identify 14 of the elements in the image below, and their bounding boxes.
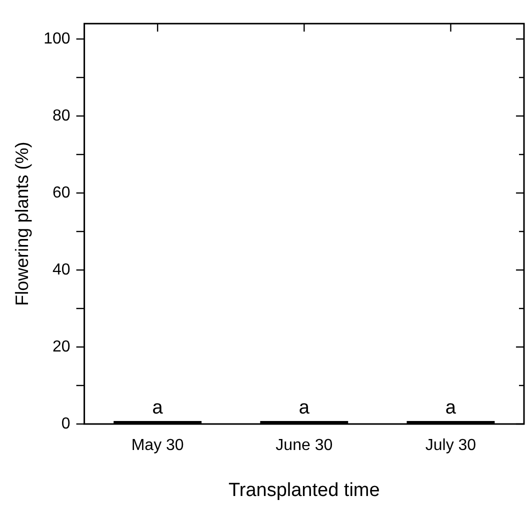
- x-tick-label: July 30: [425, 437, 476, 454]
- x-tick-label: May 30: [131, 437, 184, 454]
- y-tick-label: 20: [52, 338, 70, 356]
- x-axis-title: Transplanted time: [228, 480, 380, 501]
- y-tick-label: 100: [44, 30, 70, 48]
- y-axis-title: Flowering plants (%): [12, 142, 32, 306]
- y-tick-label: 0: [61, 415, 70, 432]
- y-tick-label: 80: [52, 107, 70, 124]
- annotation: a: [445, 398, 456, 419]
- annotation: a: [152, 398, 164, 419]
- annotation: a: [298, 398, 310, 419]
- x-tick-label: June 30: [276, 437, 333, 454]
- y-tick-label: 40: [52, 261, 70, 278]
- y-tick-label: 60: [52, 184, 70, 202]
